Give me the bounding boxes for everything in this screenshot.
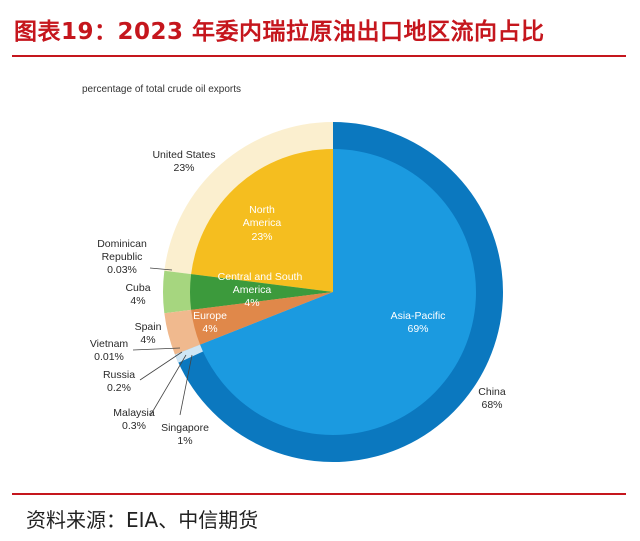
leader-line-malaysia bbox=[149, 354, 187, 417]
label-csa-pct: 4% bbox=[244, 297, 259, 309]
pie-slice-asia-pacific bbox=[200, 149, 476, 435]
label-spain: Spain bbox=[135, 321, 162, 333]
leader-line-singapore bbox=[179, 354, 193, 416]
label-china: China bbox=[478, 386, 506, 398]
source-note: 资料来源：EIA、中信期货 bbox=[26, 508, 259, 532]
label-europe-pct: 4% bbox=[202, 323, 217, 335]
label-united-states-pct: 23% bbox=[173, 162, 194, 174]
label-vietnam: Vietnam bbox=[90, 338, 129, 350]
label-russia: Russia bbox=[103, 369, 135, 381]
leader-line-dominican bbox=[149, 267, 173, 271]
label-vietnam-pct: 0.01% bbox=[94, 351, 124, 363]
label-north-america-1: North bbox=[249, 204, 275, 216]
title-divider bbox=[12, 55, 626, 57]
pie-slice-north-america bbox=[191, 149, 333, 292]
label-asia-pacific: Asia-Pacific bbox=[391, 310, 446, 322]
label-cuba-pct: 4% bbox=[130, 295, 145, 307]
label-dominican-2: Republic bbox=[102, 251, 143, 263]
label-russia-pct: 0.2% bbox=[107, 382, 131, 394]
label-europe: Europe bbox=[193, 310, 227, 322]
leader-line-vietnam bbox=[132, 347, 181, 351]
label-singapore-pct: 1% bbox=[177, 435, 192, 447]
label-csa-2: America bbox=[233, 284, 272, 296]
label-spain-pct: 4% bbox=[140, 334, 155, 346]
label-dominican-1: Dominican bbox=[97, 238, 147, 250]
footer-divider bbox=[12, 493, 626, 495]
chart-title: 图表19：2023 年委内瑞拉原油出口地区流向占比 bbox=[14, 19, 545, 45]
label-north-america-2: America bbox=[243, 217, 282, 229]
pie-slice-central-south-america bbox=[189, 274, 333, 310]
leader-line-russia bbox=[139, 351, 183, 381]
label-cuba: Cuba bbox=[125, 282, 150, 294]
chart-subtitle: percentage of total crude oil exports bbox=[82, 84, 241, 95]
label-dominican-pct: 0.03% bbox=[107, 264, 137, 276]
label-malaysia-pct: 0.3% bbox=[122, 420, 146, 432]
pie-slice-europe bbox=[191, 292, 333, 345]
label-china-pct: 68% bbox=[481, 399, 502, 411]
label-singapore: Singapore bbox=[161, 422, 209, 434]
label-north-america-pct: 23% bbox=[251, 231, 272, 243]
leader-lines bbox=[132, 267, 193, 417]
label-united-states: United States bbox=[152, 149, 215, 161]
label-csa-1: Central and South bbox=[218, 271, 303, 283]
label-asia-pacific-pct: 69% bbox=[407, 323, 428, 335]
label-malaysia: Malaysia bbox=[113, 407, 155, 419]
